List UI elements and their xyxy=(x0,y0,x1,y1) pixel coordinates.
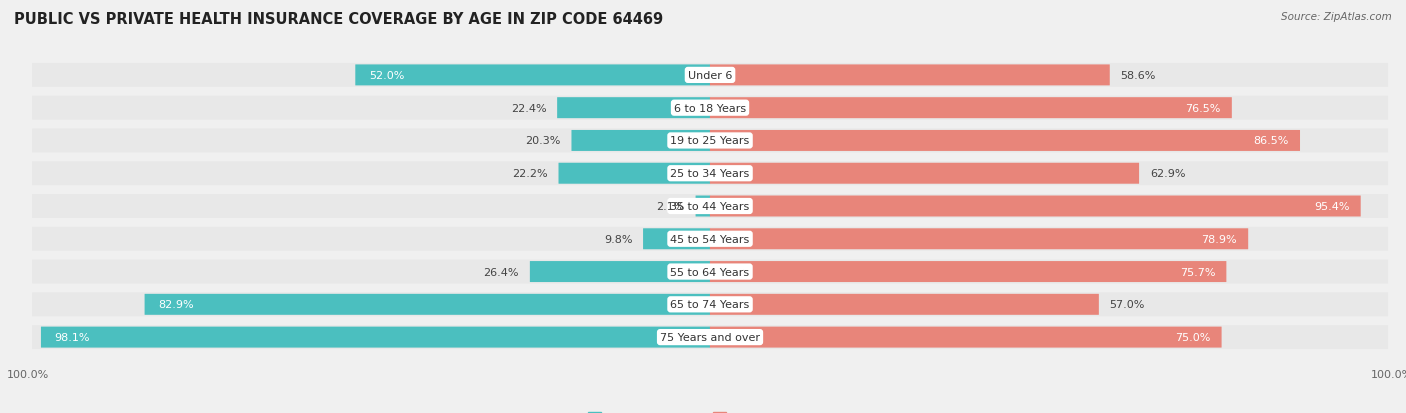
Text: 20.3%: 20.3% xyxy=(526,136,561,146)
Text: Source: ZipAtlas.com: Source: ZipAtlas.com xyxy=(1281,12,1392,22)
Text: PUBLIC VS PRIVATE HEALTH INSURANCE COVERAGE BY AGE IN ZIP CODE 64469: PUBLIC VS PRIVATE HEALTH INSURANCE COVER… xyxy=(14,12,664,27)
Text: 26.4%: 26.4% xyxy=(484,267,519,277)
Text: 25 to 34 Years: 25 to 34 Years xyxy=(671,169,749,179)
FancyBboxPatch shape xyxy=(32,129,1388,153)
Text: 2.1%: 2.1% xyxy=(657,202,685,211)
FancyBboxPatch shape xyxy=(557,98,710,119)
Text: 52.0%: 52.0% xyxy=(370,71,405,81)
FancyBboxPatch shape xyxy=(32,97,1388,120)
FancyBboxPatch shape xyxy=(710,229,1249,249)
FancyBboxPatch shape xyxy=(710,164,1139,184)
FancyBboxPatch shape xyxy=(710,98,1232,119)
FancyBboxPatch shape xyxy=(32,195,1388,218)
Text: 75 Years and over: 75 Years and over xyxy=(659,332,761,342)
FancyBboxPatch shape xyxy=(356,65,710,86)
FancyBboxPatch shape xyxy=(41,327,710,348)
Text: 58.6%: 58.6% xyxy=(1121,71,1156,81)
FancyBboxPatch shape xyxy=(710,327,1222,348)
Text: 35 to 44 Years: 35 to 44 Years xyxy=(671,202,749,211)
Text: 98.1%: 98.1% xyxy=(55,332,90,342)
FancyBboxPatch shape xyxy=(32,64,1388,88)
Text: 82.9%: 82.9% xyxy=(159,299,194,310)
Text: 22.4%: 22.4% xyxy=(510,103,547,114)
Text: 57.0%: 57.0% xyxy=(1109,299,1144,310)
FancyBboxPatch shape xyxy=(710,294,1099,315)
Text: 78.9%: 78.9% xyxy=(1202,234,1237,244)
Text: 55 to 64 Years: 55 to 64 Years xyxy=(671,267,749,277)
Text: 95.4%: 95.4% xyxy=(1315,202,1350,211)
Text: 6 to 18 Years: 6 to 18 Years xyxy=(673,103,747,114)
Text: 86.5%: 86.5% xyxy=(1254,136,1289,146)
FancyBboxPatch shape xyxy=(710,196,1361,217)
FancyBboxPatch shape xyxy=(710,131,1301,152)
FancyBboxPatch shape xyxy=(32,260,1388,284)
Text: 75.7%: 75.7% xyxy=(1180,267,1215,277)
Text: 75.0%: 75.0% xyxy=(1175,332,1211,342)
Text: Under 6: Under 6 xyxy=(688,71,733,81)
FancyBboxPatch shape xyxy=(643,229,710,249)
FancyBboxPatch shape xyxy=(32,227,1388,251)
FancyBboxPatch shape xyxy=(530,261,710,282)
FancyBboxPatch shape xyxy=(145,294,710,315)
Text: 65 to 74 Years: 65 to 74 Years xyxy=(671,299,749,310)
Text: 76.5%: 76.5% xyxy=(1185,103,1220,114)
FancyBboxPatch shape xyxy=(32,325,1388,349)
FancyBboxPatch shape xyxy=(32,162,1388,186)
Text: 62.9%: 62.9% xyxy=(1150,169,1185,179)
FancyBboxPatch shape xyxy=(696,196,710,217)
Text: 45 to 54 Years: 45 to 54 Years xyxy=(671,234,749,244)
FancyBboxPatch shape xyxy=(32,293,1388,316)
FancyBboxPatch shape xyxy=(571,131,710,152)
Text: 22.2%: 22.2% xyxy=(512,169,548,179)
FancyBboxPatch shape xyxy=(710,65,1109,86)
Text: 9.8%: 9.8% xyxy=(603,234,633,244)
Text: 19 to 25 Years: 19 to 25 Years xyxy=(671,136,749,146)
FancyBboxPatch shape xyxy=(710,261,1226,282)
Legend: Public Insurance, Private Insurance: Public Insurance, Private Insurance xyxy=(583,408,837,413)
FancyBboxPatch shape xyxy=(558,164,710,184)
